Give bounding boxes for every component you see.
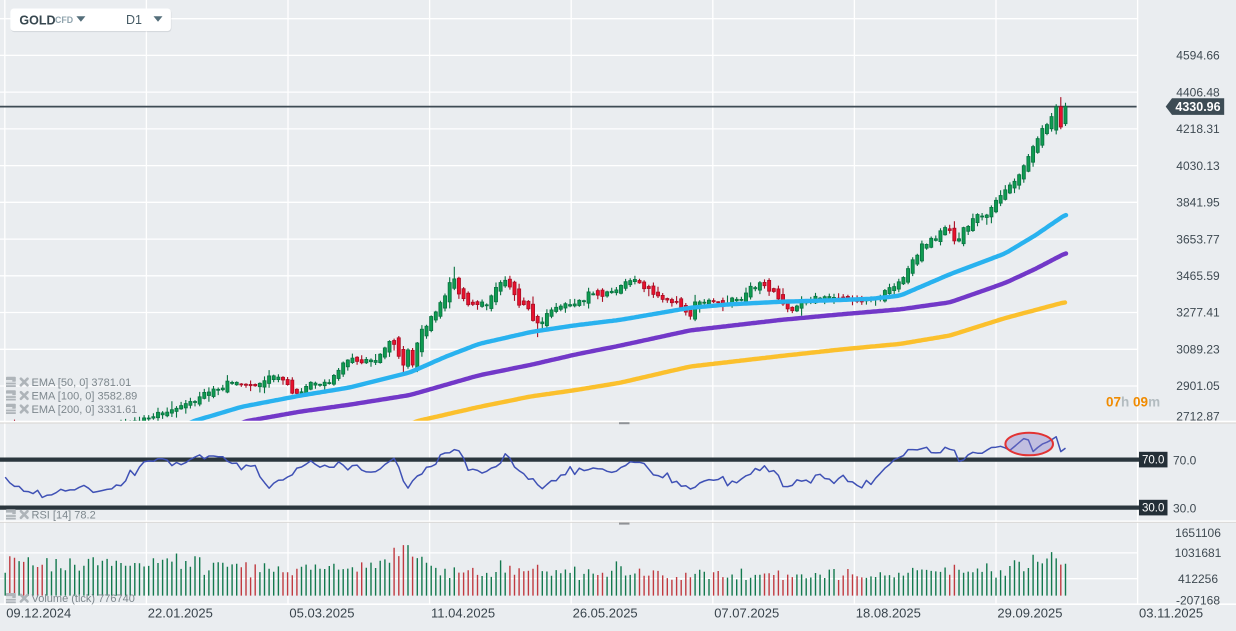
svg-text:RSI [14] 78.2: RSI [14] 78.2 bbox=[32, 510, 96, 522]
svg-text:D1: D1 bbox=[126, 13, 142, 27]
svg-text:EMA [200, 0] 3331.61: EMA [200, 0] 3331.61 bbox=[32, 404, 138, 416]
svg-text:4218.31: 4218.31 bbox=[1176, 122, 1220, 136]
svg-text:3277.41: 3277.41 bbox=[1176, 306, 1220, 320]
svg-text:EMA [50, 0] 3781.01: EMA [50, 0] 3781.01 bbox=[32, 377, 132, 389]
svg-text:2901.05: 2901.05 bbox=[1176, 379, 1220, 393]
svg-text:03.11.2025: 03.11.2025 bbox=[1139, 605, 1203, 620]
svg-text:4330.96: 4330.96 bbox=[1175, 100, 1220, 114]
svg-text:2712.87: 2712.87 bbox=[1176, 410, 1220, 424]
svg-text:1031681: 1031681 bbox=[1175, 546, 1222, 560]
svg-text:70.0: 70.0 bbox=[1173, 454, 1197, 468]
svg-text:30.0: 30.0 bbox=[1142, 503, 1164, 515]
svg-text:412256: 412256 bbox=[1178, 572, 1218, 586]
svg-text:29.09.2025: 29.09.2025 bbox=[997, 605, 1062, 620]
svg-text:22.01.2025: 22.01.2025 bbox=[148, 605, 213, 620]
svg-text:07.07.2025: 07.07.2025 bbox=[714, 605, 779, 620]
svg-text:30.0: 30.0 bbox=[1173, 502, 1197, 516]
svg-text:EMA [100, 0] 3582.89: EMA [100, 0] 3582.89 bbox=[32, 391, 138, 403]
svg-text:GOLD: GOLD bbox=[19, 13, 55, 27]
svg-text:3089.23: 3089.23 bbox=[1176, 343, 1220, 357]
svg-text:3653.77: 3653.77 bbox=[1176, 232, 1220, 246]
svg-text:07h 09m: 07h 09m bbox=[1106, 395, 1160, 410]
svg-text:11.04.2025: 11.04.2025 bbox=[431, 605, 495, 620]
svg-text:-207168: -207168 bbox=[1176, 594, 1220, 608]
svg-text:05.03.2025: 05.03.2025 bbox=[289, 605, 354, 620]
svg-text:4594.66: 4594.66 bbox=[1176, 49, 1220, 63]
svg-text:3465.59: 3465.59 bbox=[1176, 269, 1220, 283]
svg-text:CFD: CFD bbox=[55, 15, 73, 25]
svg-text:4030.13: 4030.13 bbox=[1176, 159, 1220, 173]
svg-text:1651106: 1651106 bbox=[1175, 526, 1221, 540]
svg-text:09.12.2024: 09.12.2024 bbox=[6, 605, 71, 620]
svg-text:26.05.2025: 26.05.2025 bbox=[573, 605, 638, 620]
svg-text:3841.95: 3841.95 bbox=[1176, 196, 1220, 210]
svg-text:70.0: 70.0 bbox=[1142, 455, 1164, 467]
svg-text:Volume (tick) 776740: Volume (tick) 776740 bbox=[32, 593, 135, 605]
svg-text:4406.48: 4406.48 bbox=[1176, 85, 1220, 99]
svg-text:18.08.2025: 18.08.2025 bbox=[856, 605, 921, 620]
